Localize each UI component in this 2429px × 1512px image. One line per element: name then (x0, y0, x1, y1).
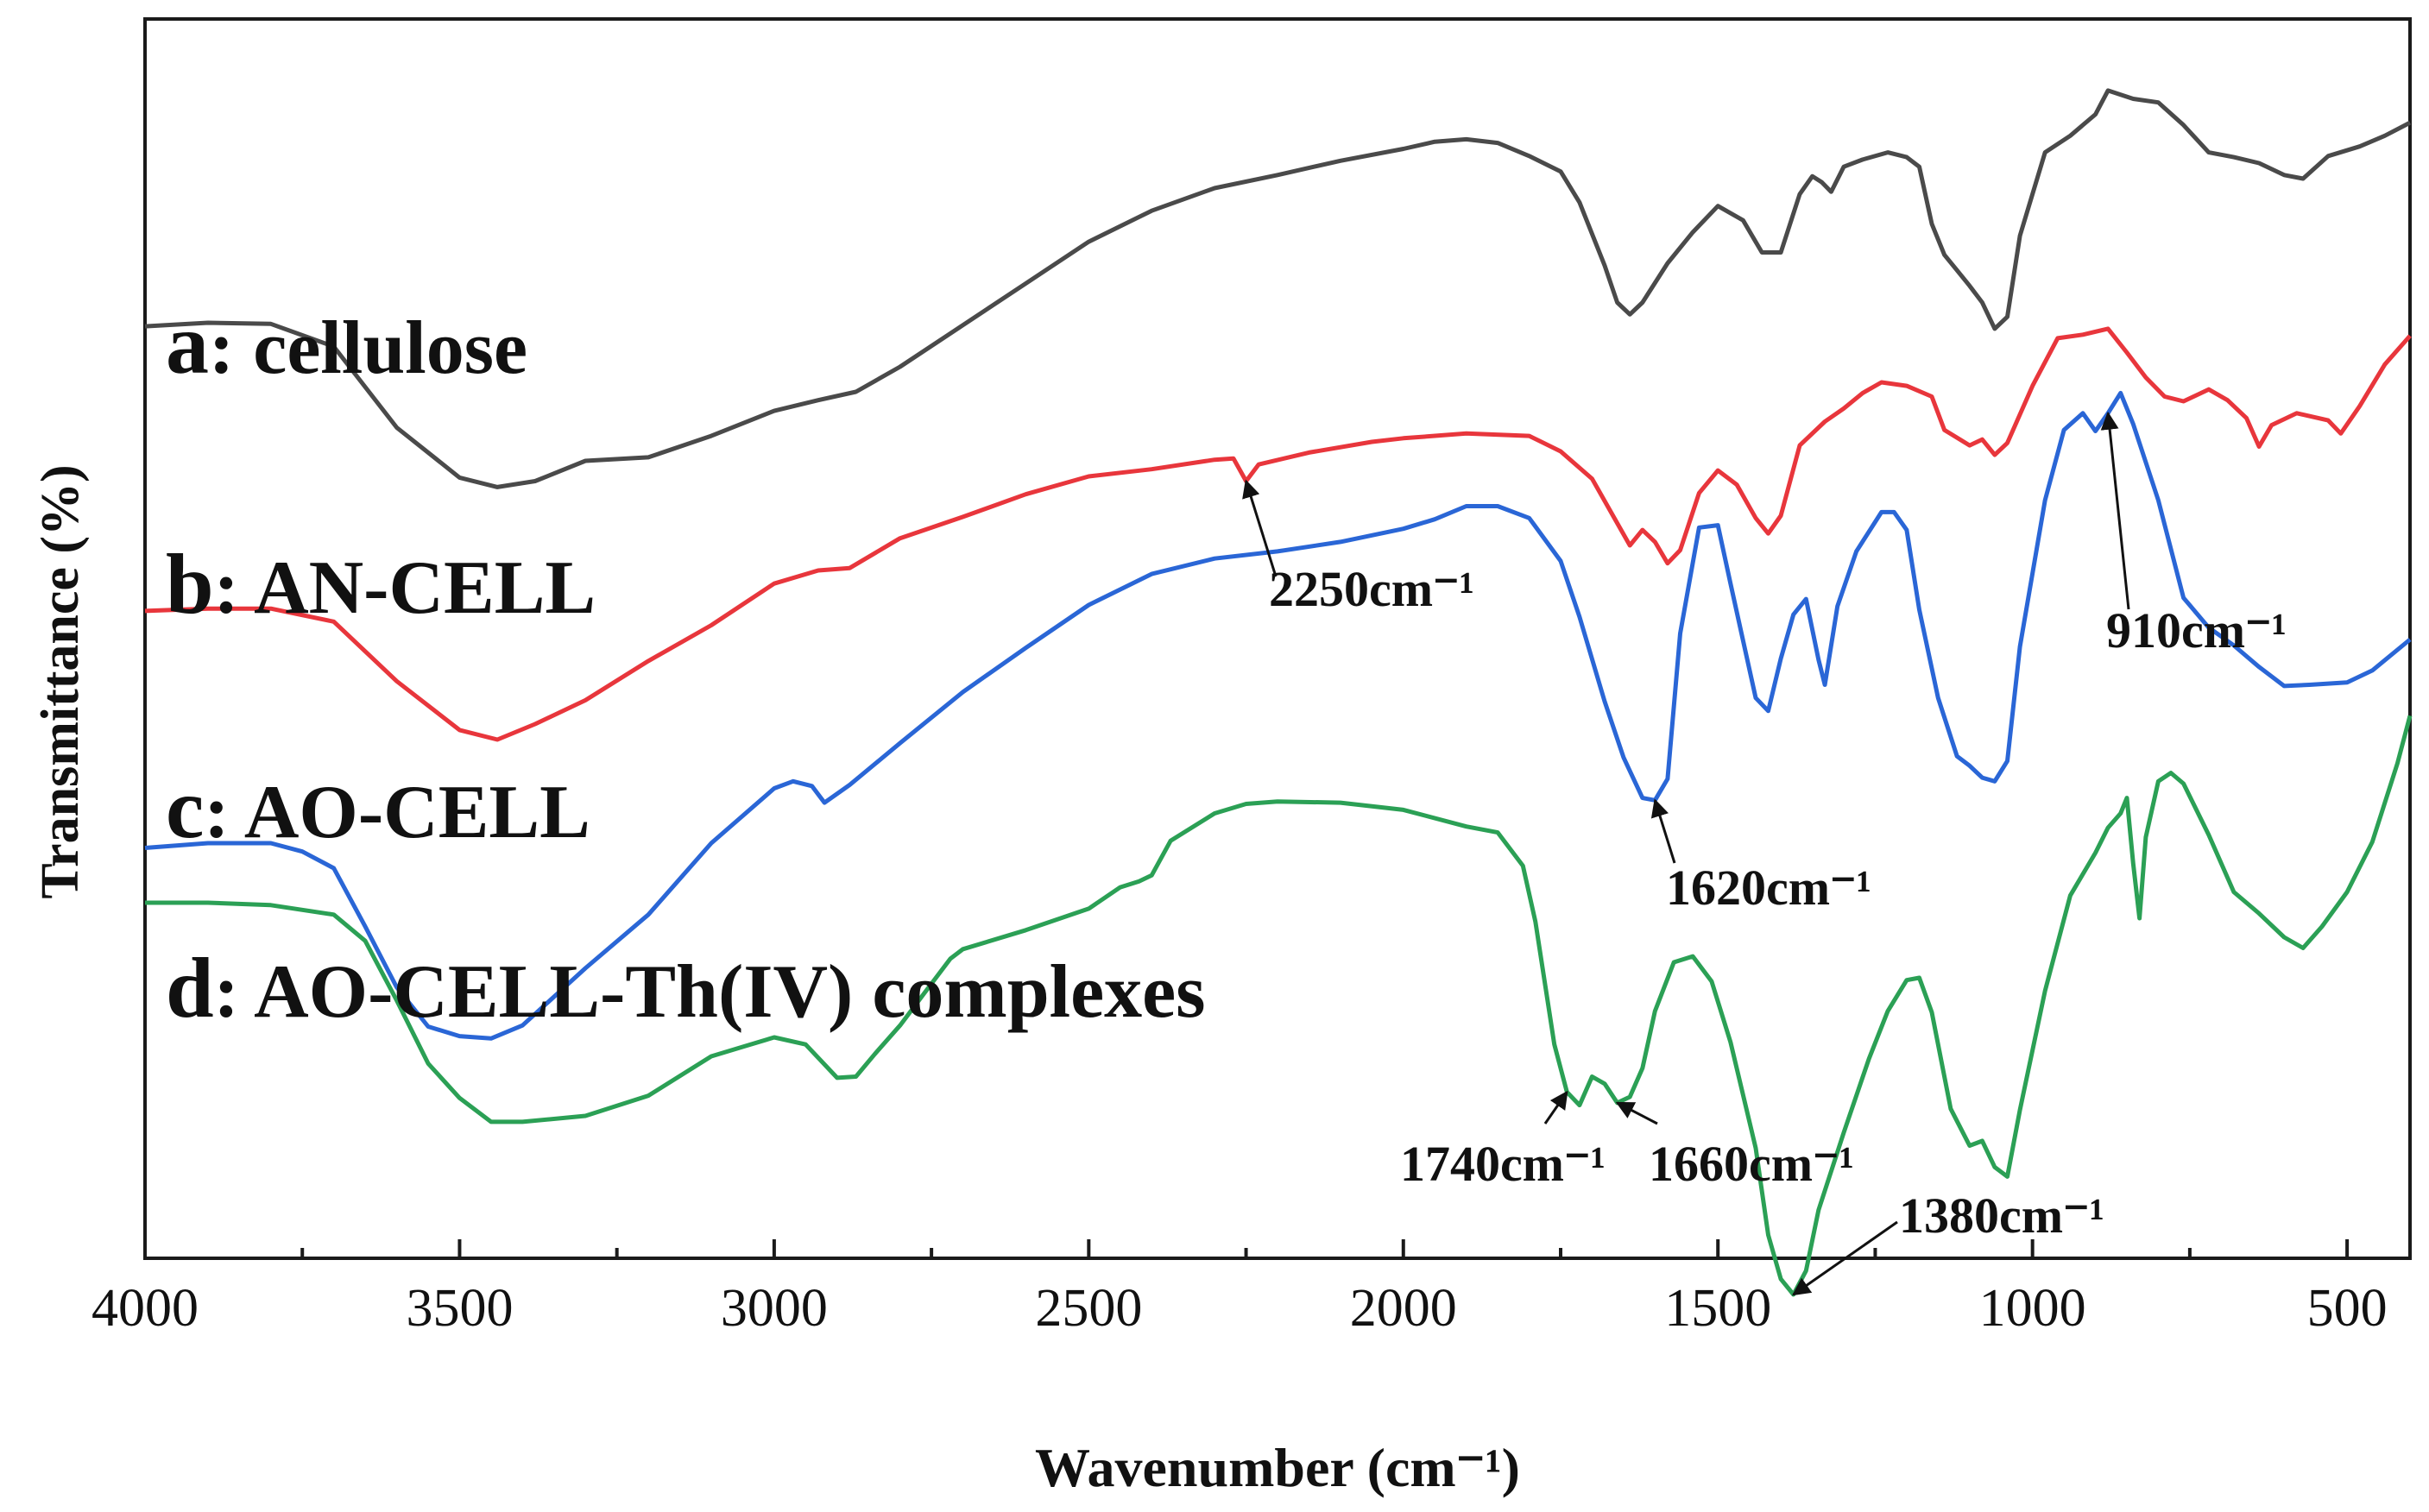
y-axis-title: Transmittance (%) (31, 464, 90, 898)
series-line-c (144, 390, 2412, 1041)
x-tick-label: 2500 (1035, 1279, 1142, 1338)
series-line-a (144, 88, 2412, 489)
series-group (144, 88, 2413, 1297)
annotations: 2250cm⁻¹ 910cm⁻¹ 1620cm⁻¹ 1740cm⁻¹ 1660cm⁻¹ 1… (1242, 411, 2287, 1296)
annotation-arrow (1242, 479, 1278, 577)
x-tick-label: 3500 (406, 1279, 513, 1338)
series-line-b (144, 326, 2412, 742)
annotation-label: 2250cm⁻¹ (1269, 561, 1474, 617)
x-tick-label: 2000 (1350, 1279, 1457, 1338)
annotation-arrow (2100, 411, 2130, 610)
series-label-a: a: cellulose (166, 296, 527, 392)
annotation-label: 1660cm⁻¹ (1649, 1136, 1854, 1192)
x-tick-label: 1000 (1979, 1279, 2086, 1338)
annotation-label: 1380cm⁻¹ (1899, 1188, 2104, 1244)
series-label-c: c: AO-CELL (166, 760, 590, 856)
series-line-d (145, 715, 2413, 1297)
series-label-b: b: AN-CELL (166, 536, 596, 632)
x-tick-label: 1500 (1664, 1279, 1771, 1338)
x-tick-label: 500 (2307, 1279, 2388, 1338)
annotation-arrow (1650, 798, 1676, 864)
x-tick-label: 3000 (721, 1279, 828, 1338)
annotation-arrow (1791, 1220, 1898, 1296)
x-axis-title: Wavenumber (cm⁻¹) (1035, 1437, 1520, 1498)
annotation-label: 1620cm⁻¹ (1666, 860, 1871, 916)
x-tick-label: 4000 (91, 1279, 199, 1338)
series-label-d: d: AO-CELL-Th(IV) complexes (166, 940, 1205, 1036)
x-axis: 4000 3500 3000 2500 2000 1500 1000 500 (91, 1239, 2388, 1338)
annotation-label: 910cm⁻¹ (2106, 602, 2287, 658)
annotation-arrow (1543, 1090, 1568, 1125)
plot-frame (143, 17, 2412, 1260)
annotation-label: 1740cm⁻¹ (1400, 1136, 1606, 1192)
series-labels: a: cellulose b: AN-CELL c: AO-CELL d: AO-CE… (166, 296, 1205, 1036)
annotation-arrow (1615, 1101, 1658, 1125)
